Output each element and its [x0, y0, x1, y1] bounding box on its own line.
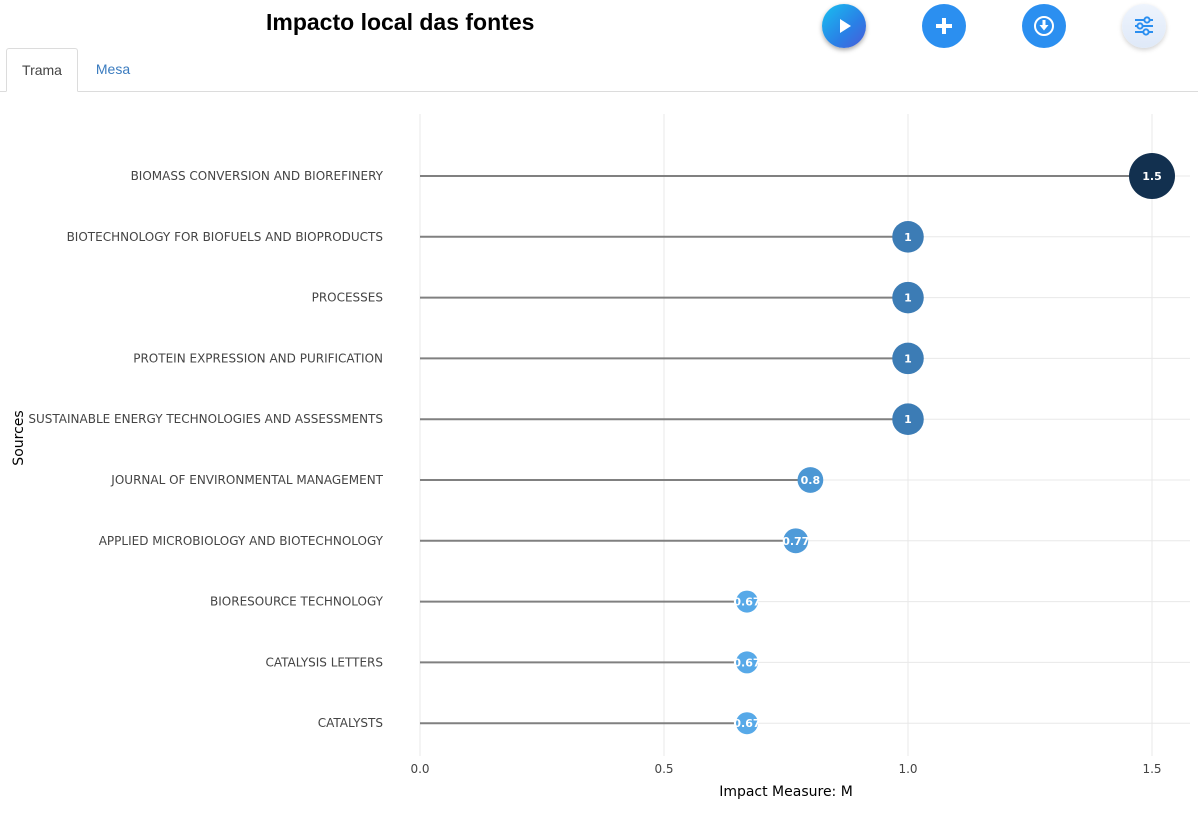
download-icon — [1034, 16, 1054, 36]
data-label: 1.5 — [1142, 170, 1162, 183]
y-category-label: PROTEIN EXPRESSION AND PURIFICATION — [133, 351, 383, 365]
play-button[interactable] — [822, 4, 866, 48]
x-tick-label: 0.5 — [654, 762, 673, 776]
lollipop-chart: 0.0 0.5 1.0 1.5 BIOMASS CONVERSION AND BIORE… — [11, 114, 1190, 800]
y-category-label: SUSTAINABLE ENERGY TECHNOLOGIES AND ASSE… — [28, 412, 383, 426]
plus-icon — [936, 18, 952, 34]
settings-button[interactable] — [1122, 4, 1166, 48]
chart-area: 0.0 0.5 1.0 1.5 BIOMASS CONVERSION AND BIORE… — [0, 92, 1198, 818]
data-label: 1 — [904, 292, 912, 305]
x-tick-label: 1.5 — [1142, 762, 1161, 776]
lollipop-marker — [735, 590, 758, 613]
data-label: 0.67 — [733, 596, 760, 609]
y-category-label: JOURNAL OF ENVIRONMENTAL MANAGEMENT — [110, 473, 383, 487]
y-category-label: CATALYSTS — [318, 716, 383, 730]
x-axis-title: Impact Measure: M — [719, 784, 853, 800]
y-category-label: CATALYSIS LETTERS — [265, 655, 383, 669]
lollipop-marker — [735, 651, 758, 674]
y-category-label: BIOTECHNOLOGY FOR BIOFUELS AND BIOPRODUC… — [67, 230, 383, 244]
lollipop-marker — [892, 403, 924, 435]
y-axis-title: Sources — [11, 410, 27, 465]
data-label: 1 — [904, 231, 912, 244]
sliders-icon — [1135, 16, 1153, 36]
tab-trama[interactable]: Trama — [6, 48, 78, 92]
y-category-label: BIOMASS CONVERSION AND BIOREFINERY — [131, 169, 384, 183]
tab-bar: Trama Mesa — [0, 48, 1198, 92]
lollipop-marker — [735, 712, 758, 735]
lollipop-marker — [892, 342, 924, 375]
data-label: 1 — [904, 413, 912, 426]
x-tick-label: 0.0 — [410, 762, 429, 776]
lollipop-marker — [892, 281, 924, 314]
lollipop-marker — [797, 467, 824, 493]
y-category-label: APPLIED MICROBIOLOGY AND BIOTECHNOLOGY — [99, 534, 384, 548]
data-label: 0.8 — [801, 474, 821, 487]
lollipop-marker — [892, 221, 924, 253]
play-icon — [840, 19, 851, 33]
data-label: 0.67 — [733, 717, 760, 730]
add-button[interactable] — [922, 4, 966, 48]
tab-mesa[interactable]: Mesa — [95, 61, 131, 77]
data-label: 0.67 — [733, 656, 760, 669]
data-label: 1 — [904, 352, 912, 365]
data-label: 0.77 — [782, 535, 809, 548]
x-tick-label: 1.0 — [898, 762, 917, 776]
y-category-label: PROCESSES — [312, 291, 383, 305]
lollipop-marker — [783, 528, 809, 554]
download-button[interactable] — [1022, 4, 1066, 48]
lollipop-marker — [1129, 153, 1175, 199]
chart-title: Impacto local das fontes — [266, 9, 535, 35]
y-category-label: BIORESOURCE TECHNOLOGY — [210, 595, 384, 609]
